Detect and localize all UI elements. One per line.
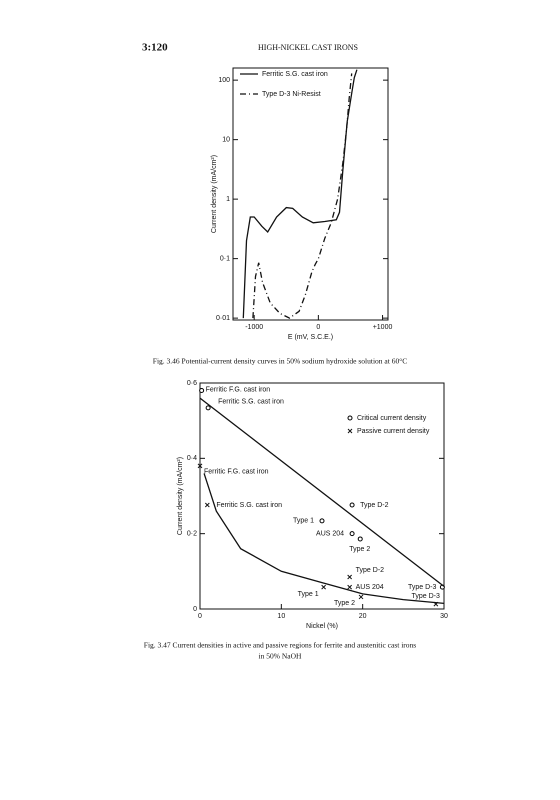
point-label: Type D-2 [356, 567, 385, 574]
plot-frame [232, 67, 389, 321]
point-label: Ferritic F.G. cast iron [204, 469, 269, 476]
point-label: Ferritic S.G. cast iron [216, 502, 282, 509]
x-tick-label: 30 [440, 613, 448, 620]
point-label: AUS 204 [356, 584, 384, 591]
fit-line [203, 473, 445, 605]
y-tick-label: 1 [226, 196, 230, 203]
point-cross [358, 594, 364, 600]
point-cross [347, 584, 353, 590]
y-tick-label: 0·6 [187, 380, 197, 387]
legend-label: Passive current density [357, 428, 430, 435]
legend-swatch [347, 415, 353, 421]
point-label: Type D-2 [360, 502, 389, 509]
point-label: Type 1 [293, 518, 314, 525]
x-tick-label: -1000 [245, 324, 263, 331]
y-tick-label: 100 [218, 77, 230, 84]
y-tick-label: 10 [222, 136, 230, 143]
y-tick-label: 0·1 [220, 255, 230, 262]
legend-label: Type D-3 Ni-Resist [262, 91, 321, 98]
point-circle [319, 518, 325, 524]
point-circle [357, 536, 363, 542]
x-axis-label: Nickel (%) [306, 623, 338, 630]
x-axis-label: E (mV, S.C.E.) [288, 334, 333, 341]
x-tick-label: +1000 [373, 324, 393, 331]
point-label: Ferritic F.G. cast iron [206, 386, 271, 393]
figure-caption: Fig. 3.46 Potential-current density curv… [153, 357, 407, 366]
plot-frame [199, 382, 445, 610]
figure-caption: in 50% NaOH [259, 652, 302, 661]
legend-label: Ferritic S.G. cast iron [262, 71, 328, 78]
point-cross [204, 502, 210, 508]
point-label: Ferritic S.G. cast iron [218, 399, 284, 406]
point-cross [197, 463, 203, 469]
point-circle [349, 502, 355, 508]
point-circle [349, 531, 355, 537]
y-tick-label: 0 [193, 606, 197, 613]
point-label: Type D-3 [411, 593, 440, 600]
point-label: Type 1 [298, 591, 319, 598]
point-circle [205, 405, 211, 411]
curve [242, 69, 358, 319]
x-tick-label: 0 [198, 613, 202, 620]
running-title: HIGH-NICKEL CAST IRONS [258, 43, 358, 52]
point-cross [347, 574, 353, 580]
point-cross [321, 584, 326, 590]
point-label: Type 2 [334, 600, 355, 607]
x-tick-label: 10 [277, 613, 285, 620]
x-tick-label: 20 [359, 613, 367, 620]
y-tick-label: 0·4 [187, 455, 197, 462]
y-tick-label: 0·01 [216, 315, 230, 322]
point-label: Type D-3 [408, 584, 437, 591]
point-label: Type 2 [349, 546, 370, 553]
fit-line [199, 397, 445, 587]
page-number: 3:120 [142, 42, 168, 54]
y-axis-label: Current density (mA/cm²) [211, 155, 218, 233]
x-tick-label: 0 [316, 324, 320, 331]
y-tick-label: 0·2 [187, 531, 197, 538]
legend-label: Critical current density [357, 415, 427, 422]
y-axis-label: Current density (mA/cm²) [177, 457, 184, 535]
point-circle [199, 388, 205, 394]
curve [252, 73, 353, 319]
point-label: AUS 204 [316, 531, 344, 538]
figure-caption: Fig. 3.47 Current densities in active an… [144, 641, 417, 650]
legend-swatch [347, 428, 353, 434]
